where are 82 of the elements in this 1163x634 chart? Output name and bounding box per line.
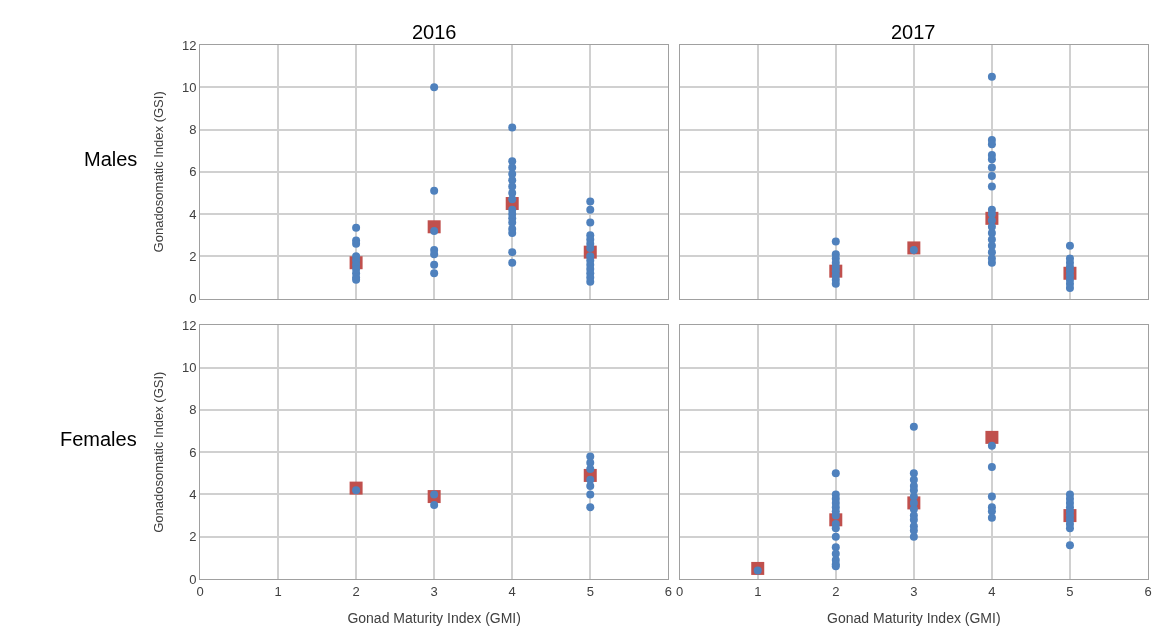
point (430, 260, 439, 269)
point (987, 492, 996, 501)
point (987, 235, 996, 244)
x-axis-title: Gonad Maturity Index (GMI) (347, 609, 521, 626)
point (586, 197, 595, 206)
y-tick-label: 0 (189, 291, 197, 307)
y-tick-label: 4 (189, 487, 197, 502)
point (508, 123, 517, 132)
point (586, 452, 595, 461)
point (909, 422, 918, 431)
x-tick-label: 6 (664, 583, 672, 599)
point (430, 186, 439, 195)
point (987, 248, 996, 257)
point (430, 501, 439, 510)
point (1065, 241, 1074, 250)
point (909, 505, 918, 514)
x-tick-label: 3 (910, 583, 918, 599)
chart-title: 2017 (891, 21, 936, 43)
y-tick-label: 12 (181, 317, 197, 333)
point (508, 248, 517, 257)
point (987, 155, 996, 164)
point (508, 157, 517, 166)
point (831, 543, 840, 552)
y-tick-label: 10 (181, 79, 197, 95)
y-tick-label: 2 (189, 529, 197, 545)
x-tick-label: 4 (988, 583, 996, 599)
point (586, 490, 595, 499)
point (987, 229, 996, 238)
chart-title: 2016 (412, 21, 457, 43)
point (987, 72, 996, 81)
point (987, 140, 996, 149)
y-tick-label: 6 (189, 444, 197, 460)
y-axis-title: Gonadosomatic Index (GSI) (150, 371, 166, 533)
text: Females (60, 428, 137, 450)
x-axis-title: Gonad Maturity Index (GMI) (827, 609, 1001, 626)
x-tick-label: 4 (508, 583, 516, 599)
y-tick-label: 2 (189, 248, 197, 264)
y-axis-title: Gonadosomatic Index (GSI) (150, 91, 166, 253)
point (909, 486, 918, 495)
text: Males (84, 148, 138, 170)
point (831, 237, 840, 246)
point (987, 182, 996, 191)
point (985, 430, 999, 444)
point (987, 441, 996, 450)
y-tick-label: 4 (189, 206, 197, 222)
x-tick-label: 1 (274, 583, 282, 599)
point (430, 83, 439, 92)
point (831, 532, 840, 541)
point (909, 532, 918, 541)
y-tick-label: 6 (189, 164, 197, 180)
point (987, 462, 996, 471)
point (586, 205, 595, 214)
x-tick-label: 1 (754, 583, 762, 599)
point (352, 223, 361, 232)
x-tick-label: 2 (352, 583, 360, 599)
point (586, 503, 595, 512)
x-tick-label: 5 (1066, 583, 1074, 599)
point (508, 176, 517, 185)
x-tick-label: 3 (430, 583, 438, 599)
point (831, 469, 840, 478)
point (909, 469, 918, 478)
y-tick-label: 10 (181, 360, 197, 376)
x-tick-label: 0 (676, 583, 684, 599)
point (987, 172, 996, 181)
y-tick-label: 0 (189, 571, 197, 587)
y-tick-label: 8 (189, 122, 197, 138)
x-tick-label: 5 (586, 583, 594, 599)
x-tick-label: 6 (1144, 583, 1152, 599)
y-tick-label: 12 (181, 37, 197, 53)
point (430, 269, 439, 278)
point (586, 218, 595, 227)
y-tick-label: 8 (189, 402, 197, 418)
point (1065, 284, 1074, 293)
point (987, 513, 996, 522)
point (508, 258, 517, 267)
point (1065, 524, 1074, 533)
point (987, 163, 996, 172)
point (586, 465, 595, 474)
point (508, 229, 517, 238)
x-tick-label: 2 (832, 583, 840, 599)
point (430, 250, 439, 259)
point (1065, 541, 1074, 550)
